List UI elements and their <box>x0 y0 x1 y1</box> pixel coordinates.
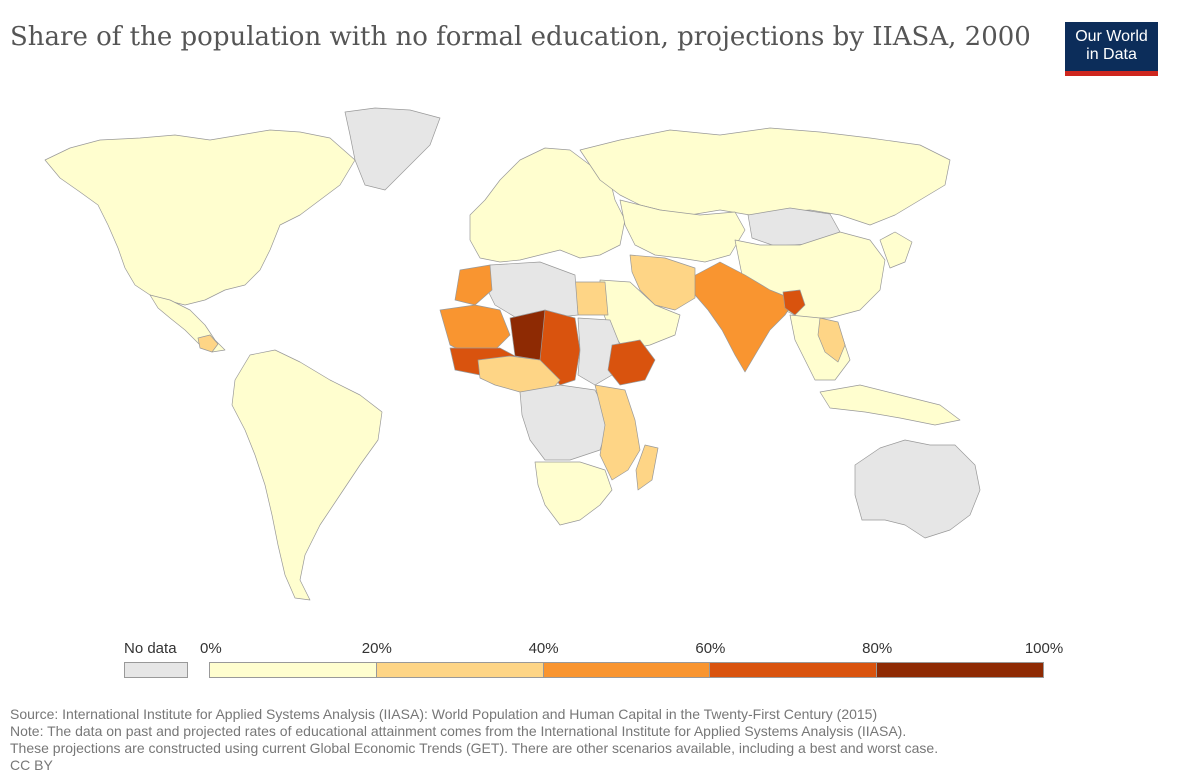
legend-tick-label: 80% <box>862 640 893 657</box>
legend-bin-0 <box>209 662 377 678</box>
legend-no-data-swatch <box>124 662 188 678</box>
map-region-indochina[interactable] <box>817 317 846 363</box>
legend-bin-4 <box>876 662 1044 678</box>
map-region-mauritania-mali[interactable] <box>439 304 511 356</box>
legend-tick-label: 40% <box>528 640 559 657</box>
legend-bin-3 <box>709 662 878 678</box>
map-region-india-pakistan[interactable] <box>689 261 796 373</box>
map-region-madagascar[interactable] <box>635 444 659 491</box>
map-region-central-africa[interactable] <box>519 384 611 461</box>
legend-tick-label: 0% <box>200 640 222 657</box>
footer: Source: International Institute for Appl… <box>10 706 938 774</box>
map-region-europe[interactable] <box>469 147 626 263</box>
legend-tick-label: 100% <box>1024 640 1064 657</box>
map-region-egypt[interactable] <box>574 281 609 316</box>
map-region-south-america[interactable] <box>231 349 383 601</box>
logo-accent-bar <box>1065 71 1158 76</box>
map-region-indonesia[interactable] <box>819 384 961 426</box>
footer-note: Note: The data on past and projected rat… <box>10 723 907 739</box>
map-region-greenland[interactable] <box>344 107 441 191</box>
owid-logo[interactable]: Our World in Data <box>1065 22 1158 76</box>
map-region-morocco[interactable] <box>454 264 493 306</box>
map-region-japan-korea[interactable] <box>879 231 913 269</box>
chart-title: Share of the population with no formal e… <box>10 22 1031 52</box>
map-region-australia[interactable] <box>854 439 981 539</box>
map-region-arabia[interactable] <box>599 279 681 351</box>
legend-tick-label: 20% <box>361 640 392 657</box>
map-region-guatemala-region[interactable] <box>197 334 219 353</box>
logo-line-2: in Data <box>1086 46 1137 63</box>
footer-note-2: These projections are constructed using … <box>10 740 939 756</box>
legend-bin-2 <box>542 662 711 678</box>
map-region-iran[interactable] <box>629 254 696 311</box>
map-region-north-america[interactable] <box>44 129 356 306</box>
map-region-ethiopia[interactable] <box>607 339 656 386</box>
legend-tick-label: 60% <box>695 640 726 657</box>
map-region-east-africa[interactable] <box>594 384 641 481</box>
footer-license: CC BY <box>10 757 53 773</box>
map-region-central-asia[interactable] <box>619 199 746 263</box>
legend-no-data-label: No data <box>124 640 177 657</box>
map-region-southern-africa[interactable] <box>534 461 613 526</box>
map-region-bangladesh[interactable] <box>782 289 806 316</box>
footer-source: Source: International Institute for Appl… <box>10 706 878 722</box>
legend-color-bins <box>209 662 1044 678</box>
legend-bin-1 <box>375 662 544 678</box>
logo-line-1: Our World <box>1075 28 1148 45</box>
